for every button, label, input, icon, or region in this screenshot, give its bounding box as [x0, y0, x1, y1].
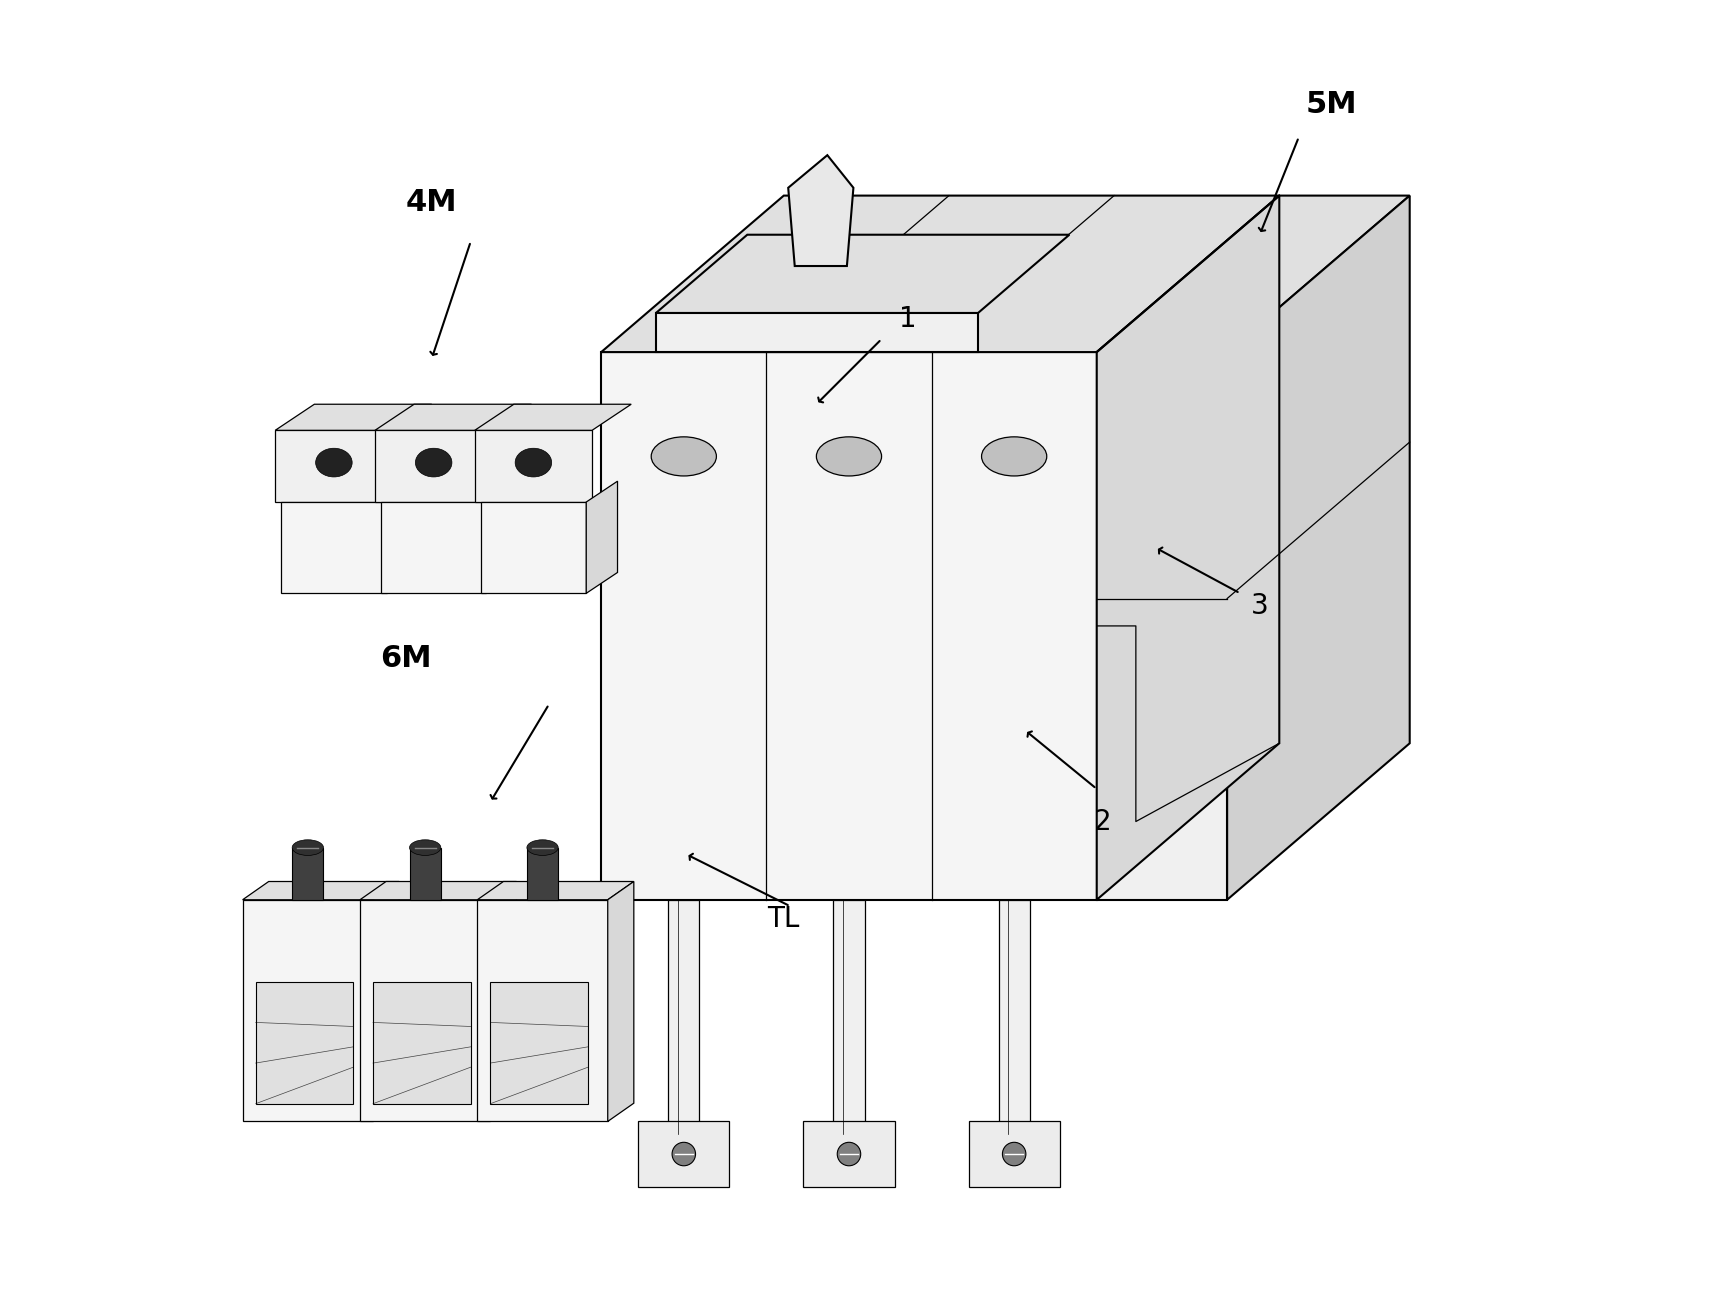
Polygon shape	[275, 404, 431, 430]
Polygon shape	[1684, 451, 1711, 502]
Text: 4M: 4M	[406, 188, 457, 216]
Polygon shape	[804, 1121, 895, 1187]
Polygon shape	[375, 404, 532, 430]
Polygon shape	[1097, 352, 1227, 900]
Polygon shape	[491, 882, 517, 1121]
Polygon shape	[1625, 502, 1656, 606]
Polygon shape	[1097, 196, 1410, 352]
Polygon shape	[1586, 451, 1697, 502]
Ellipse shape	[816, 437, 881, 476]
Polygon shape	[1603, 459, 1624, 475]
Polygon shape	[275, 430, 392, 502]
Polygon shape	[601, 352, 1097, 900]
Polygon shape	[474, 404, 631, 430]
Polygon shape	[1644, 459, 1667, 475]
Polygon shape	[486, 481, 518, 593]
Polygon shape	[359, 882, 517, 900]
Ellipse shape	[527, 840, 558, 855]
Polygon shape	[477, 882, 633, 900]
Polygon shape	[373, 882, 399, 1121]
Polygon shape	[833, 900, 864, 1134]
Polygon shape	[387, 481, 417, 593]
Ellipse shape	[1003, 1142, 1027, 1166]
Polygon shape	[382, 502, 486, 593]
Polygon shape	[789, 155, 854, 266]
Polygon shape	[655, 235, 1069, 313]
Ellipse shape	[1629, 597, 1653, 617]
Polygon shape	[669, 900, 700, 1134]
Polygon shape	[281, 502, 387, 593]
Ellipse shape	[837, 1142, 861, 1166]
Polygon shape	[481, 502, 587, 593]
Text: TL: TL	[768, 905, 801, 934]
Text: 1: 1	[898, 305, 917, 334]
Text: 6M: 6M	[380, 644, 431, 673]
Polygon shape	[527, 848, 558, 900]
Polygon shape	[1684, 430, 1711, 451]
Ellipse shape	[982, 437, 1047, 476]
Polygon shape	[1701, 479, 1711, 494]
Polygon shape	[409, 848, 441, 900]
Ellipse shape	[315, 449, 352, 477]
Polygon shape	[587, 481, 618, 593]
Polygon shape	[255, 982, 354, 1103]
Polygon shape	[601, 196, 1280, 352]
Polygon shape	[638, 1121, 729, 1187]
Polygon shape	[1603, 479, 1624, 494]
Ellipse shape	[293, 840, 323, 855]
Ellipse shape	[672, 1142, 696, 1166]
Polygon shape	[1097, 196, 1280, 900]
Polygon shape	[968, 1121, 1059, 1187]
Polygon shape	[477, 900, 607, 1121]
Polygon shape	[243, 900, 373, 1121]
Polygon shape	[1644, 479, 1667, 494]
Polygon shape	[1701, 459, 1711, 475]
Polygon shape	[607, 882, 633, 1121]
Polygon shape	[359, 900, 491, 1121]
Polygon shape	[293, 848, 323, 900]
Polygon shape	[999, 900, 1030, 1134]
Polygon shape	[243, 882, 399, 900]
Ellipse shape	[652, 437, 717, 476]
Polygon shape	[1586, 430, 1711, 451]
Ellipse shape	[409, 840, 441, 855]
Text: 5M: 5M	[1305, 90, 1357, 119]
Text: 2: 2	[1095, 807, 1112, 836]
Text: 3: 3	[1251, 592, 1268, 621]
Ellipse shape	[515, 449, 551, 477]
Polygon shape	[491, 982, 589, 1103]
Polygon shape	[375, 430, 493, 502]
Polygon shape	[1227, 196, 1410, 900]
Polygon shape	[373, 982, 471, 1103]
Ellipse shape	[416, 449, 452, 477]
Polygon shape	[655, 313, 979, 352]
Polygon shape	[474, 430, 592, 502]
